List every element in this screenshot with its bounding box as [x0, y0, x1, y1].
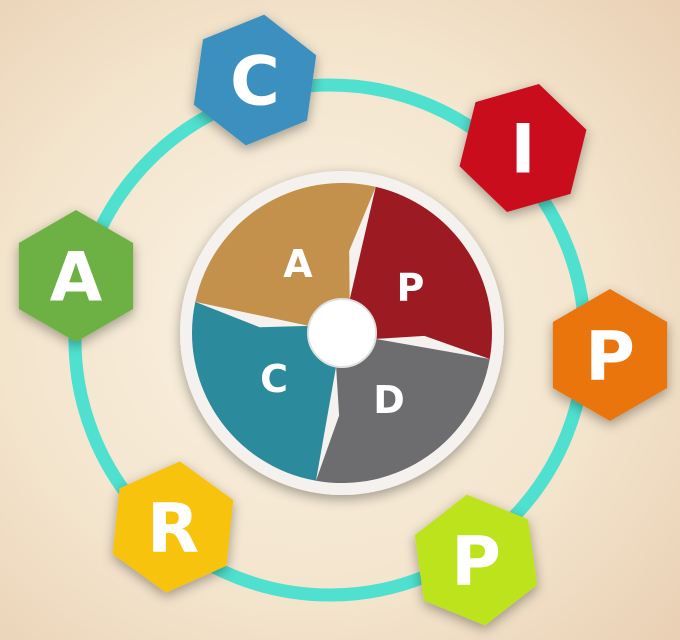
cycle-segment-label: A [283, 242, 313, 286]
cycle-segment-label: D [373, 378, 405, 422]
diagram: A P D C C I P P R A [0, 0, 680, 640]
cycle-segment-label: P [396, 266, 424, 310]
ring-node-label: I [510, 111, 535, 190]
ring-node-label: A [50, 239, 103, 318]
ring-node-label: R [147, 490, 199, 569]
ring-node-label: P [451, 523, 501, 602]
page: APDC CIPPRA (() => { const data = JSON.p… [0, 0, 680, 640]
cycle-segment-label: C [260, 357, 288, 401]
cycle-hub [308, 299, 376, 367]
ring-node-label: C [230, 43, 280, 122]
ring-node-label: P [585, 318, 635, 397]
